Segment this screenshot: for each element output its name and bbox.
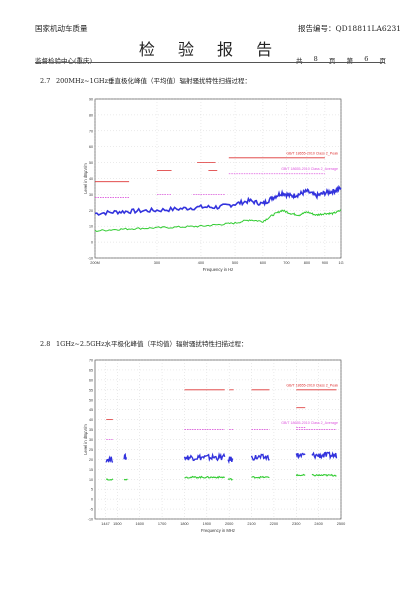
page-unit-2: 页 xyxy=(379,57,386,65)
section-title: 1GHz~2.5GHz水平极化峰值（平均值）辐射骚扰特性扫描过程： xyxy=(56,340,248,348)
y-tick-label: 50 xyxy=(89,398,93,402)
x-tick-label: 2000 xyxy=(225,522,233,526)
y-tick-label: 5 xyxy=(91,488,93,492)
y-tick-label: 80 xyxy=(89,113,93,117)
y-tick-label: 10 xyxy=(89,478,93,482)
total-label: 共 xyxy=(296,57,303,65)
y-tick-label: 15 xyxy=(89,468,93,472)
page-unit: 页 xyxy=(328,57,336,65)
y-tick-label: 60 xyxy=(89,378,93,382)
x-tick-label: 800 xyxy=(304,261,310,265)
chart-horizontal-1ghz-2-5ghz: -10 -5 0 5 10 15 20 25 30 35 40 45 50 55 60 65 70 1447 150… xyxy=(83,355,353,540)
x-tick-label: 2400 xyxy=(314,522,322,526)
x-tick-label: 500 xyxy=(232,261,238,265)
peak-scan-trace xyxy=(227,456,234,465)
x-tick-label: 2200 xyxy=(270,522,278,526)
x-tick-label: 1700 xyxy=(158,522,166,526)
average-limit-annotation: GB/T 18655-2010 Class 2_Average xyxy=(281,421,338,425)
y-tick-label: 20 xyxy=(89,209,93,213)
x-tick-label: 1500 xyxy=(113,522,121,526)
peak-scan-trace xyxy=(183,452,226,462)
x-tick-label: 400 xyxy=(198,261,204,265)
y-tick-label: 0 xyxy=(91,241,93,245)
peak-limit-annotation: GB/T 18655-2010 Class 2_Peak xyxy=(286,151,338,155)
y-tick-label: 0 xyxy=(91,498,93,502)
peak-scan-trace xyxy=(250,453,270,462)
peak-scan-trace xyxy=(295,452,306,460)
page-title: 检 验 报 告 xyxy=(138,40,282,59)
section-title: 200MHz~1GHz垂直极化峰值（平均值）辐射骚扰特性扫描过程： xyxy=(56,77,252,85)
x-tick-label: 1900 xyxy=(203,522,211,526)
y-tick-label: -10 xyxy=(88,257,93,261)
y-tick-label: -5 xyxy=(90,508,93,512)
x-tick-label: 1800 xyxy=(180,522,188,526)
y-tick-label: 50 xyxy=(89,161,93,165)
report-number-label: 报告编号： xyxy=(298,24,336,33)
y-tick-label: 70 xyxy=(89,129,93,133)
peak-scan-trace xyxy=(105,455,114,463)
page-label: 第 xyxy=(346,57,354,65)
x-tick-label: 700 xyxy=(283,261,289,265)
y-tick-label: 30 xyxy=(89,193,93,197)
y-tick-label: 60 xyxy=(89,145,93,149)
y-tick-label: 25 xyxy=(89,448,93,452)
x-tick-label: 2500 xyxy=(337,522,345,526)
average-scan-trace xyxy=(105,478,114,481)
average-scan-trace xyxy=(123,478,128,481)
x-axis-label: Frequency in Hz xyxy=(203,267,234,272)
x-tick-label: 600 xyxy=(260,261,266,265)
y-tick-label: -10 xyxy=(88,518,93,522)
x-tick-label: 2100 xyxy=(247,522,255,526)
y-axis-label: Level in dBµV/m xyxy=(83,424,88,455)
y-tick-label: 35 xyxy=(89,428,93,432)
page-counter: 共 8 页 第 6 页 xyxy=(296,55,386,65)
average-scan-trace xyxy=(227,478,233,481)
average-scan-trace xyxy=(311,473,337,477)
x-tick-label: 200M xyxy=(90,261,100,265)
y-tick-label: 45 xyxy=(89,408,93,412)
x-tick-label: 1G xyxy=(338,261,343,265)
x-tick-label: 300 xyxy=(154,261,160,265)
section-2-8-heading: 2.8 1GHz~2.5GHz水平极化峰值（平均值）辐射骚扰特性扫描过程： xyxy=(40,338,248,348)
section-number: 2.7 xyxy=(40,77,51,85)
average-limit-annotation: GB/T 18655-2010 Class 2_Average xyxy=(281,167,338,171)
y-tick-label: 65 xyxy=(89,368,93,372)
peak-scan-trace xyxy=(94,184,342,216)
peak-scan-trace xyxy=(123,452,127,460)
y-tick-label: 55 xyxy=(89,388,93,392)
report-number: 报告编号：QD18811LA6231 xyxy=(298,23,401,34)
average-scan-trace xyxy=(251,475,270,480)
peak-scan-trace xyxy=(311,451,338,461)
page-number: 6 xyxy=(364,55,369,63)
y-tick-label: 40 xyxy=(89,418,93,422)
section-2-7-heading: 2.7 200MHz~1GHz垂直极化峰值（平均值）辐射骚扰特性扫描过程： xyxy=(40,75,251,85)
x-axis-label: Frequency in MHz xyxy=(201,528,235,533)
header-divider xyxy=(35,62,385,63)
average-scan-trace xyxy=(94,209,342,233)
x-tick-label: 1447 xyxy=(101,522,109,526)
y-tick-label: 90 xyxy=(89,98,93,102)
y-axis-label: Level in dBµV/m xyxy=(83,163,88,194)
header-center: 监督检验中心(重庆) xyxy=(35,57,93,65)
header-org: 国家机动车质量 xyxy=(35,24,88,33)
report-number-value: QD18811LA6231 xyxy=(335,24,402,33)
y-tick-label: 40 xyxy=(89,177,93,181)
average-scan-trace xyxy=(295,473,306,477)
total-pages: 8 xyxy=(313,55,318,63)
chart-vertical-200mhz-1ghz: -10 0 10 20 30 40 50 60 70 80 90 200M 300 400 500 600 70… xyxy=(83,94,353,279)
y-tick-label: 20 xyxy=(89,458,93,462)
section-number: 2.8 xyxy=(40,340,51,348)
peak-limit-annotation: GB/T 18655-2010 Class 2_Peak xyxy=(286,383,338,387)
x-tick-label: 2300 xyxy=(292,522,300,526)
x-tick-label: 1600 xyxy=(136,522,144,526)
x-tick-label: 900 xyxy=(322,261,328,265)
y-tick-label: 30 xyxy=(89,438,93,442)
y-tick-label: 70 xyxy=(89,359,93,363)
average-scan-trace xyxy=(184,475,225,479)
y-tick-label: 10 xyxy=(89,225,93,229)
